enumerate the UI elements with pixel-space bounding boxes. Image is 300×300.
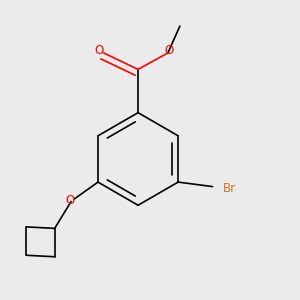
Text: Br: Br <box>223 182 236 195</box>
Text: O: O <box>164 44 173 57</box>
Text: O: O <box>65 194 74 207</box>
Text: O: O <box>94 44 104 57</box>
